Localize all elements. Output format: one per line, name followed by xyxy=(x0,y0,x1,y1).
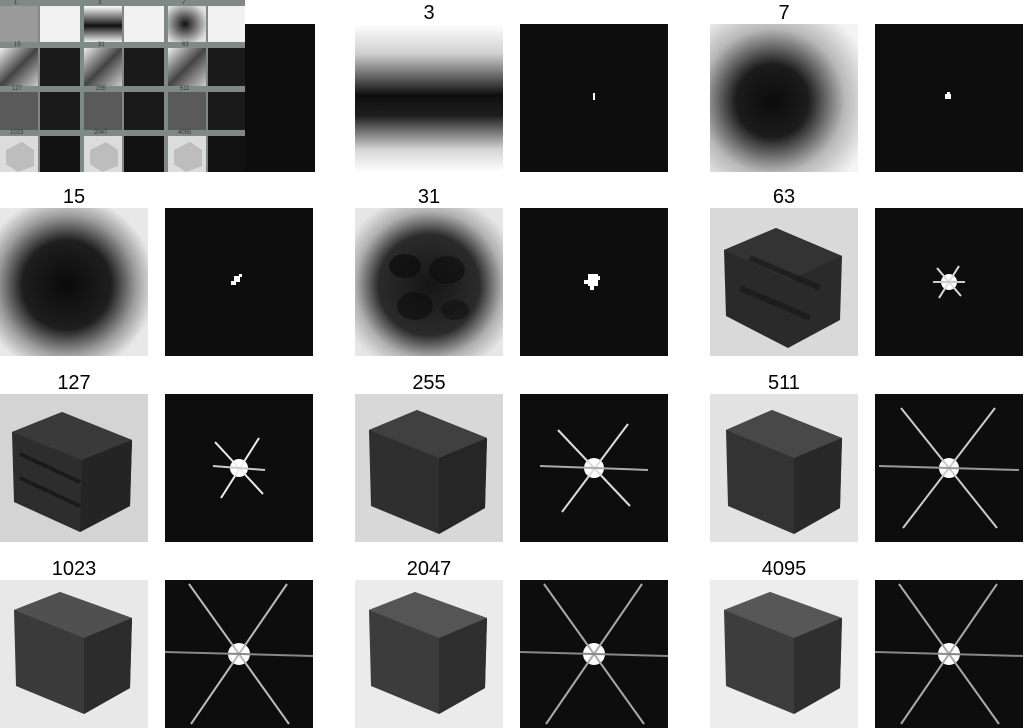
reconstruction-image xyxy=(355,394,503,542)
panel-label: 511 xyxy=(768,372,800,394)
thumbnail-labels: 1 3 7 15 31 63 127 255 511 1023 2047 409… xyxy=(0,0,245,172)
reconstruction-image xyxy=(710,394,858,542)
reconstruction-image xyxy=(0,394,148,542)
spectrum-image xyxy=(875,208,1023,356)
thumbnail-label: 4095 xyxy=(178,130,192,136)
panel-label: 2047 xyxy=(406,558,452,580)
panel-label: 255 xyxy=(412,372,446,394)
panel-label: 4095 xyxy=(761,558,807,580)
panel-label: 1023 xyxy=(51,558,97,580)
spectrum-image xyxy=(520,394,668,542)
reconstruction-image xyxy=(710,208,858,356)
panel-1-spectrum xyxy=(245,24,315,172)
panel-label: 127 xyxy=(57,372,91,394)
panel-label: 15 xyxy=(62,186,86,208)
spectrum-image xyxy=(875,580,1023,728)
reconstruction-image xyxy=(355,208,503,356)
reconstruction-image xyxy=(710,24,858,172)
spectrum-image xyxy=(875,394,1023,542)
thumbnail-label: 63 xyxy=(182,42,189,48)
reconstruction-image xyxy=(0,580,148,728)
spectrum-image xyxy=(520,208,668,356)
spectrum-image xyxy=(520,24,668,172)
panel-label: 3 xyxy=(423,2,435,24)
thumbnail-label: 3 xyxy=(98,0,102,6)
reconstruction-image xyxy=(355,24,503,172)
thumbnail-label: 511 xyxy=(180,86,190,92)
panel-label: 7 xyxy=(778,2,790,24)
panel-label: 63 xyxy=(772,186,796,208)
thumbnail-label: 2047 xyxy=(94,130,108,136)
thumbnail-label: 1 xyxy=(14,0,18,6)
thumbnail-label: 31 xyxy=(98,42,105,48)
reconstruction-image xyxy=(710,580,858,728)
thumbnail-label: 1023 xyxy=(10,130,24,136)
thumbnail-label: 127 xyxy=(12,86,23,92)
spectrum-image xyxy=(165,208,313,356)
thumbnail-grid xyxy=(0,0,245,172)
spectrum-image xyxy=(520,580,668,728)
reconstruction-image xyxy=(355,580,503,728)
spectrum-image xyxy=(875,24,1023,172)
thumbnail-label: 15 xyxy=(14,42,21,48)
thumbnail-label: 255 xyxy=(96,86,107,92)
thumbnail-grid-image xyxy=(0,0,245,172)
spectrum-image xyxy=(165,394,313,542)
spectrum-image xyxy=(165,580,313,728)
reconstruction-image xyxy=(0,208,148,356)
panel-label: 31 xyxy=(417,186,441,208)
thumbnail-label: 7 xyxy=(182,0,186,6)
